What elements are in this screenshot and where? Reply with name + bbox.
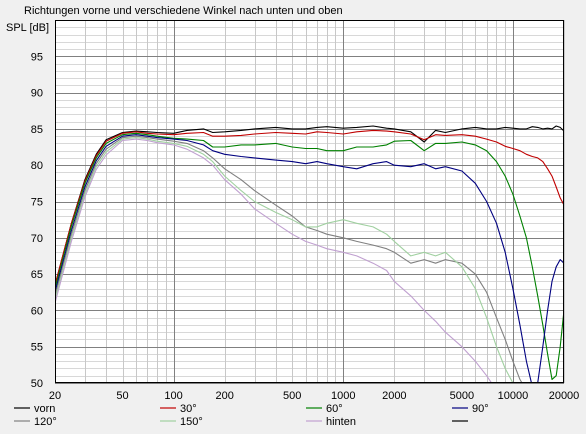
y-tick-label: 80 bbox=[31, 160, 43, 172]
x-tick-label: 20 bbox=[49, 390, 61, 402]
y-tick-label: 55 bbox=[31, 342, 43, 354]
x-tick-labels: 20 50 100 200 500 1000 2000 5000 10000 20000 bbox=[49, 390, 579, 402]
x-tick-label: 200 bbox=[215, 390, 233, 402]
legend-label: 60° bbox=[326, 403, 343, 415]
y-tick-label: 70 bbox=[31, 233, 43, 245]
legend-label: 90° bbox=[472, 403, 489, 415]
plot-frame bbox=[55, 20, 564, 383]
legend-label: 150° bbox=[180, 416, 203, 428]
y-tick-label: 95 bbox=[31, 51, 43, 63]
x-tick-label: 5000 bbox=[450, 390, 474, 402]
x-tick-label: 20000 bbox=[549, 390, 580, 402]
x-tick-label: 50 bbox=[116, 390, 128, 402]
plot-area bbox=[55, 20, 564, 383]
series-line-1 bbox=[55, 129, 564, 286]
x-tick-label: 10000 bbox=[498, 390, 529, 402]
series-lines bbox=[55, 125, 564, 383]
series-line-4 bbox=[55, 135, 523, 383]
series-line-2 bbox=[55, 132, 564, 380]
y-tick-label: 65 bbox=[31, 269, 43, 281]
x-tick-label: 2000 bbox=[382, 390, 406, 402]
chart-title: Richtungen vorne und verschiedene Winkel… bbox=[24, 5, 343, 17]
legend-label: 120° bbox=[34, 416, 57, 428]
y-tick-label: 60 bbox=[31, 305, 43, 317]
legend: vorn 30° 60° 90° 120° 150° hinten bbox=[14, 403, 489, 428]
series-line-0 bbox=[55, 125, 564, 286]
y-tick-label: 90 bbox=[31, 88, 43, 100]
y-tick-label: 50 bbox=[31, 378, 43, 390]
x-tick-label: 500 bbox=[283, 390, 301, 402]
legend-label: 30° bbox=[180, 403, 197, 415]
y-tick-labels: 50 55 60 65 70 75 80 85 90 95 bbox=[31, 51, 43, 390]
y-axis-label: SPL [dB] bbox=[6, 22, 49, 34]
y-tick-label: 75 bbox=[31, 197, 43, 209]
y-tick-label: 85 bbox=[31, 124, 43, 136]
major-grid bbox=[55, 20, 564, 384]
series-line-6 bbox=[55, 138, 493, 383]
series-line-5 bbox=[55, 137, 514, 383]
x-tick-label: 100 bbox=[164, 390, 182, 402]
legend-label: vorn bbox=[34, 403, 55, 415]
series-line-3 bbox=[55, 134, 564, 383]
legend-label: hinten bbox=[326, 416, 356, 428]
x-tick-label: 1000 bbox=[331, 390, 355, 402]
